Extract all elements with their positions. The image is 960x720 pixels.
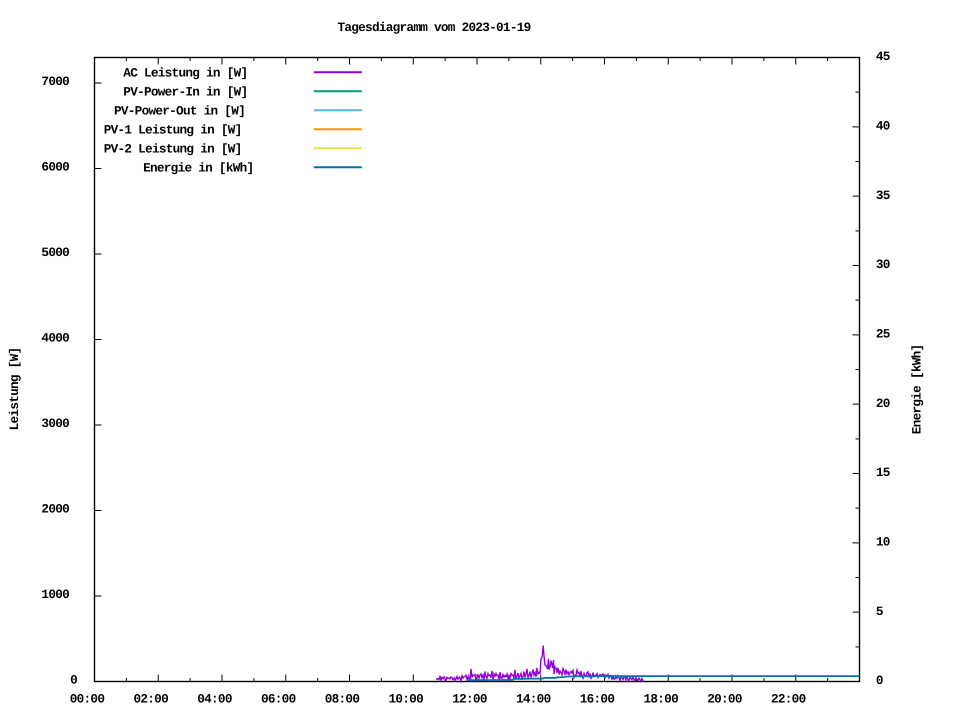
svg-text:5: 5 [876, 604, 883, 619]
svg-text:45: 45 [876, 49, 890, 64]
svg-text:5000: 5000 [41, 245, 69, 260]
svg-text:Energie in [kWh]: Energie in [kWh] [143, 161, 253, 176]
svg-text:PV-2 Leistung in [W]: PV-2 Leistung in [W] [104, 142, 242, 157]
svg-text:02:00: 02:00 [134, 692, 169, 707]
svg-text:Leistung [W]: Leistung [W] [7, 348, 22, 431]
svg-text:06:00: 06:00 [261, 692, 296, 707]
svg-text:22:00: 22:00 [771, 692, 806, 707]
svg-text:12:00: 12:00 [452, 692, 487, 707]
svg-text:7000: 7000 [41, 74, 69, 89]
svg-text:35: 35 [876, 188, 890, 203]
svg-text:AC Leistung in [W]: AC Leistung in [W] [123, 66, 247, 81]
svg-text:20: 20 [876, 396, 890, 411]
svg-text:PV-Power-Out in [W]: PV-Power-Out in [W] [114, 104, 245, 119]
svg-text:PV-Power-In in [W]: PV-Power-In in [W] [123, 85, 247, 100]
svg-text:2000: 2000 [41, 502, 69, 517]
svg-text:0: 0 [70, 673, 77, 688]
svg-text:18:00: 18:00 [644, 692, 679, 707]
svg-text:15: 15 [876, 465, 890, 480]
svg-text:14:00: 14:00 [516, 692, 551, 707]
svg-text:08:00: 08:00 [325, 692, 360, 707]
svg-text:16:00: 16:00 [580, 692, 615, 707]
svg-text:Energie [kWh]: Energie [kWh] [910, 345, 925, 435]
svg-text:00:00: 00:00 [70, 692, 105, 707]
svg-text:25: 25 [876, 326, 890, 341]
svg-text:40: 40 [876, 118, 890, 133]
svg-text:20:00: 20:00 [707, 692, 742, 707]
svg-text:30: 30 [876, 257, 890, 272]
svg-text:1000: 1000 [41, 587, 69, 602]
svg-text:4000: 4000 [41, 331, 69, 346]
svg-text:04:00: 04:00 [197, 692, 232, 707]
svg-text:10:00: 10:00 [389, 692, 424, 707]
svg-text:10: 10 [876, 534, 890, 549]
svg-text:6000: 6000 [41, 160, 69, 175]
svg-text:PV-1 Leistung in [W]: PV-1 Leistung in [W] [104, 123, 242, 138]
svg-text:3000: 3000 [41, 416, 69, 431]
svg-text:0: 0 [876, 673, 883, 688]
svg-text:Tagesdiagramm vom 2023-01-19: Tagesdiagramm vom 2023-01-19 [337, 20, 530, 35]
